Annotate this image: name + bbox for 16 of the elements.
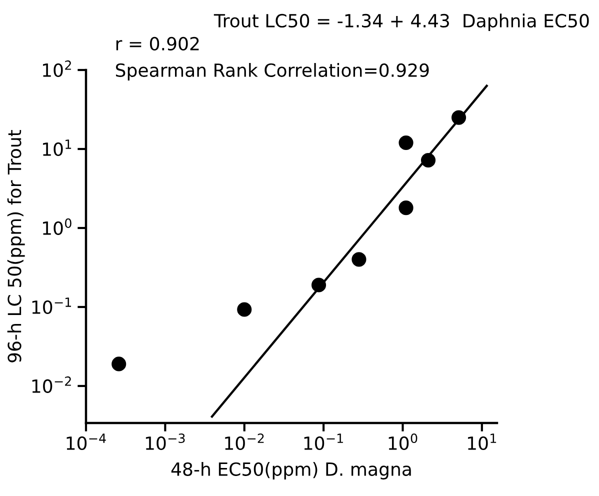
text: r = 0.902 — [116, 36, 199, 51]
y-tick-label: 10$^{0}$ — [43, 218, 72, 235]
y-tick-label: 10$^{2}$ — [43, 60, 71, 77]
chart-title: Trout LC50 = -1.34 + 4.43 Daphnia EC50 — [214, 14, 589, 32]
y-axis-title: 96-h LC 50(ppm) for Trout — [7, 130, 25, 362]
x-tick-label: 10$^{0}$ — [388, 433, 418, 450]
annotation: Spearman Rank Correlation=0.929 — [116, 63, 429, 80]
x-tick-label: 10$^{−1}$ — [304, 434, 343, 450]
x-tick-label: 10$^{1}$ — [468, 434, 496, 450]
x-axis-title: 48-h EC50(ppm) D. magna — [171, 462, 411, 480]
y-tick-label: 10$^{−1}$ — [32, 298, 71, 314]
x-tick-label: 10$^{−3}$ — [146, 433, 185, 450]
y-tick-label: 10$^{1}$ — [43, 140, 72, 156]
x-tick-label: 10$^{−2}$ — [225, 433, 264, 450]
x-tick-label: 10$^{−4}$ — [66, 434, 106, 450]
y-tick-label: 10$^{−2}$ — [32, 376, 71, 393]
